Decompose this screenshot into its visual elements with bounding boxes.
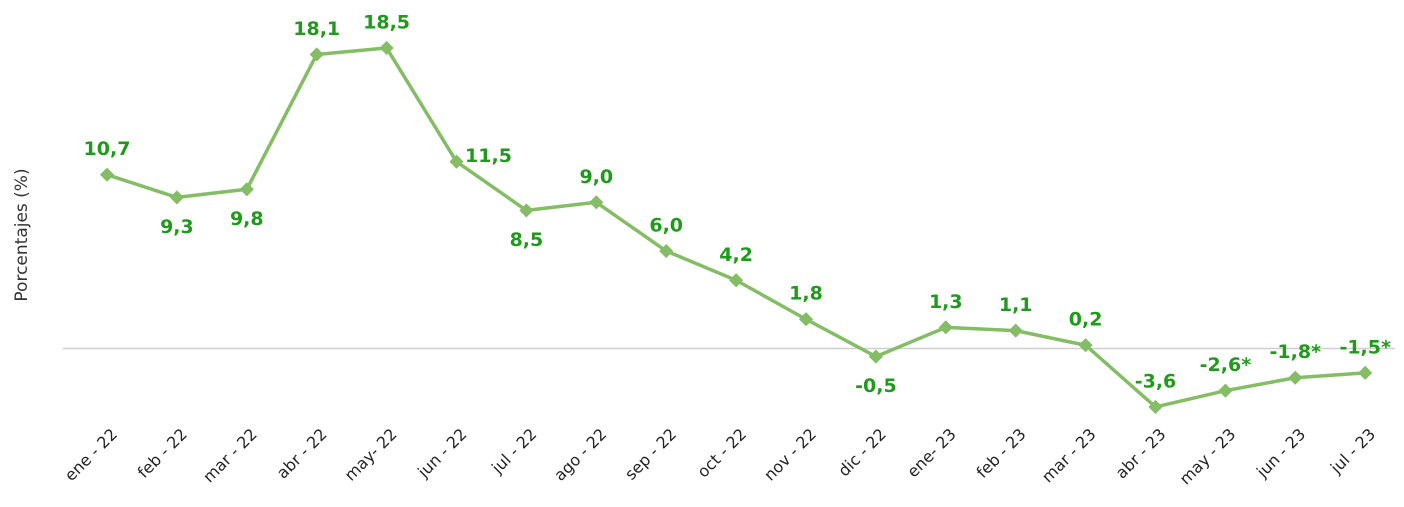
x-tick-label: may- 22 bbox=[341, 425, 401, 485]
x-tick-label: abr - 22 bbox=[273, 425, 331, 483]
marker bbox=[239, 182, 254, 197]
data-label: 9,8 bbox=[230, 208, 264, 230]
marker bbox=[1078, 338, 1093, 353]
x-tick-label: nov - 22 bbox=[760, 425, 820, 485]
x-tick-label: may - 23 bbox=[1176, 425, 1240, 489]
x-tick-label: feb - 22 bbox=[134, 425, 191, 482]
marker bbox=[1218, 383, 1233, 398]
marker bbox=[99, 167, 115, 182]
marker bbox=[1288, 370, 1303, 385]
data-label: 18,1 bbox=[293, 18, 340, 40]
data-label: 8,5 bbox=[510, 229, 544, 251]
marker bbox=[659, 243, 674, 259]
marker bbox=[309, 47, 324, 62]
marker bbox=[1148, 399, 1163, 415]
x-tick-label: abr - 23 bbox=[1112, 425, 1170, 483]
marker bbox=[798, 312, 814, 327]
data-label: -2,6* bbox=[1200, 354, 1252, 376]
x-tick-label: sep - 22 bbox=[621, 425, 680, 484]
marker bbox=[589, 195, 604, 210]
marker bbox=[938, 320, 953, 335]
data-label: 11,5 bbox=[465, 145, 512, 167]
data-label: 4,2 bbox=[719, 244, 753, 266]
x-tick-label: jul - 23 bbox=[1326, 425, 1379, 478]
marker bbox=[519, 203, 534, 218]
marker bbox=[729, 273, 744, 288]
marker bbox=[868, 349, 883, 364]
x-tick-label: jun - 23 bbox=[1252, 425, 1309, 482]
data-label: -3,6 bbox=[1135, 370, 1177, 392]
x-tick-label: ene- 23 bbox=[903, 425, 960, 482]
marker bbox=[449, 154, 464, 169]
x-tick-label: mar - 23 bbox=[1038, 425, 1100, 487]
line bbox=[106, 46, 1366, 409]
data-label: 9,0 bbox=[579, 166, 613, 188]
x-tick-label: ago - 22 bbox=[550, 425, 610, 485]
data-label: -1,8* bbox=[1270, 341, 1322, 363]
data-label: 6,0 bbox=[649, 215, 683, 237]
data-label: 9,3 bbox=[160, 216, 194, 238]
marker bbox=[379, 40, 394, 56]
x-tick-label: oct - 22 bbox=[693, 425, 750, 482]
data-label: 18,5 bbox=[363, 11, 410, 33]
x-tick-label: feb - 23 bbox=[972, 425, 1029, 482]
marker bbox=[1358, 365, 1373, 380]
marker bbox=[1008, 323, 1023, 338]
data-label: 1,8 bbox=[789, 283, 823, 305]
x-tick-label: jun - 22 bbox=[413, 425, 470, 482]
marker bbox=[169, 190, 184, 205]
data-label: 0,2 bbox=[1069, 309, 1103, 331]
data-label: 10,7 bbox=[84, 138, 131, 160]
x-tick-label: jul - 22 bbox=[487, 425, 540, 478]
x-tick-label: ene - 22 bbox=[61, 425, 121, 485]
data-label: -1,5* bbox=[1339, 336, 1391, 358]
data-label: -0,5 bbox=[855, 375, 897, 397]
x-tick-label: mar - 22 bbox=[199, 425, 261, 487]
data-label: 1,1 bbox=[999, 294, 1033, 316]
y-axis-label: Porcentajes (%) bbox=[12, 168, 32, 301]
x-tick-label: dic - 22 bbox=[834, 425, 890, 481]
data-label: 1,3 bbox=[929, 291, 963, 313]
